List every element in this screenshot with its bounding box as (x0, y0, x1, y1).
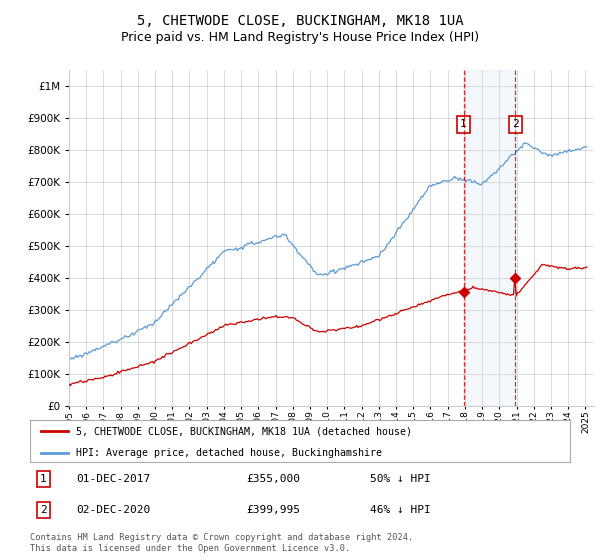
Text: 02-DEC-2020: 02-DEC-2020 (76, 505, 150, 515)
Text: £399,995: £399,995 (246, 505, 300, 515)
Text: 1: 1 (460, 119, 467, 129)
Text: £355,000: £355,000 (246, 474, 300, 484)
Text: 01-DEC-2017: 01-DEC-2017 (76, 474, 150, 484)
Text: 5, CHETWODE CLOSE, BUCKINGHAM, MK18 1UA (detached house): 5, CHETWODE CLOSE, BUCKINGHAM, MK18 1UA … (76, 426, 412, 436)
Text: 2: 2 (40, 505, 47, 515)
Bar (464, 70, 515, 406)
Text: 46% ↓ HPI: 46% ↓ HPI (370, 505, 431, 515)
Text: Contains HM Land Registry data © Crown copyright and database right 2024.
This d: Contains HM Land Registry data © Crown c… (30, 533, 413, 553)
Text: 1: 1 (40, 474, 47, 484)
Text: 5, CHETWODE CLOSE, BUCKINGHAM, MK18 1UA: 5, CHETWODE CLOSE, BUCKINGHAM, MK18 1UA (137, 14, 463, 28)
Text: Price paid vs. HM Land Registry's House Price Index (HPI): Price paid vs. HM Land Registry's House … (121, 31, 479, 44)
Text: HPI: Average price, detached house, Buckinghamshire: HPI: Average price, detached house, Buck… (76, 448, 382, 458)
Text: 2: 2 (512, 119, 518, 129)
Text: 50% ↓ HPI: 50% ↓ HPI (370, 474, 431, 484)
